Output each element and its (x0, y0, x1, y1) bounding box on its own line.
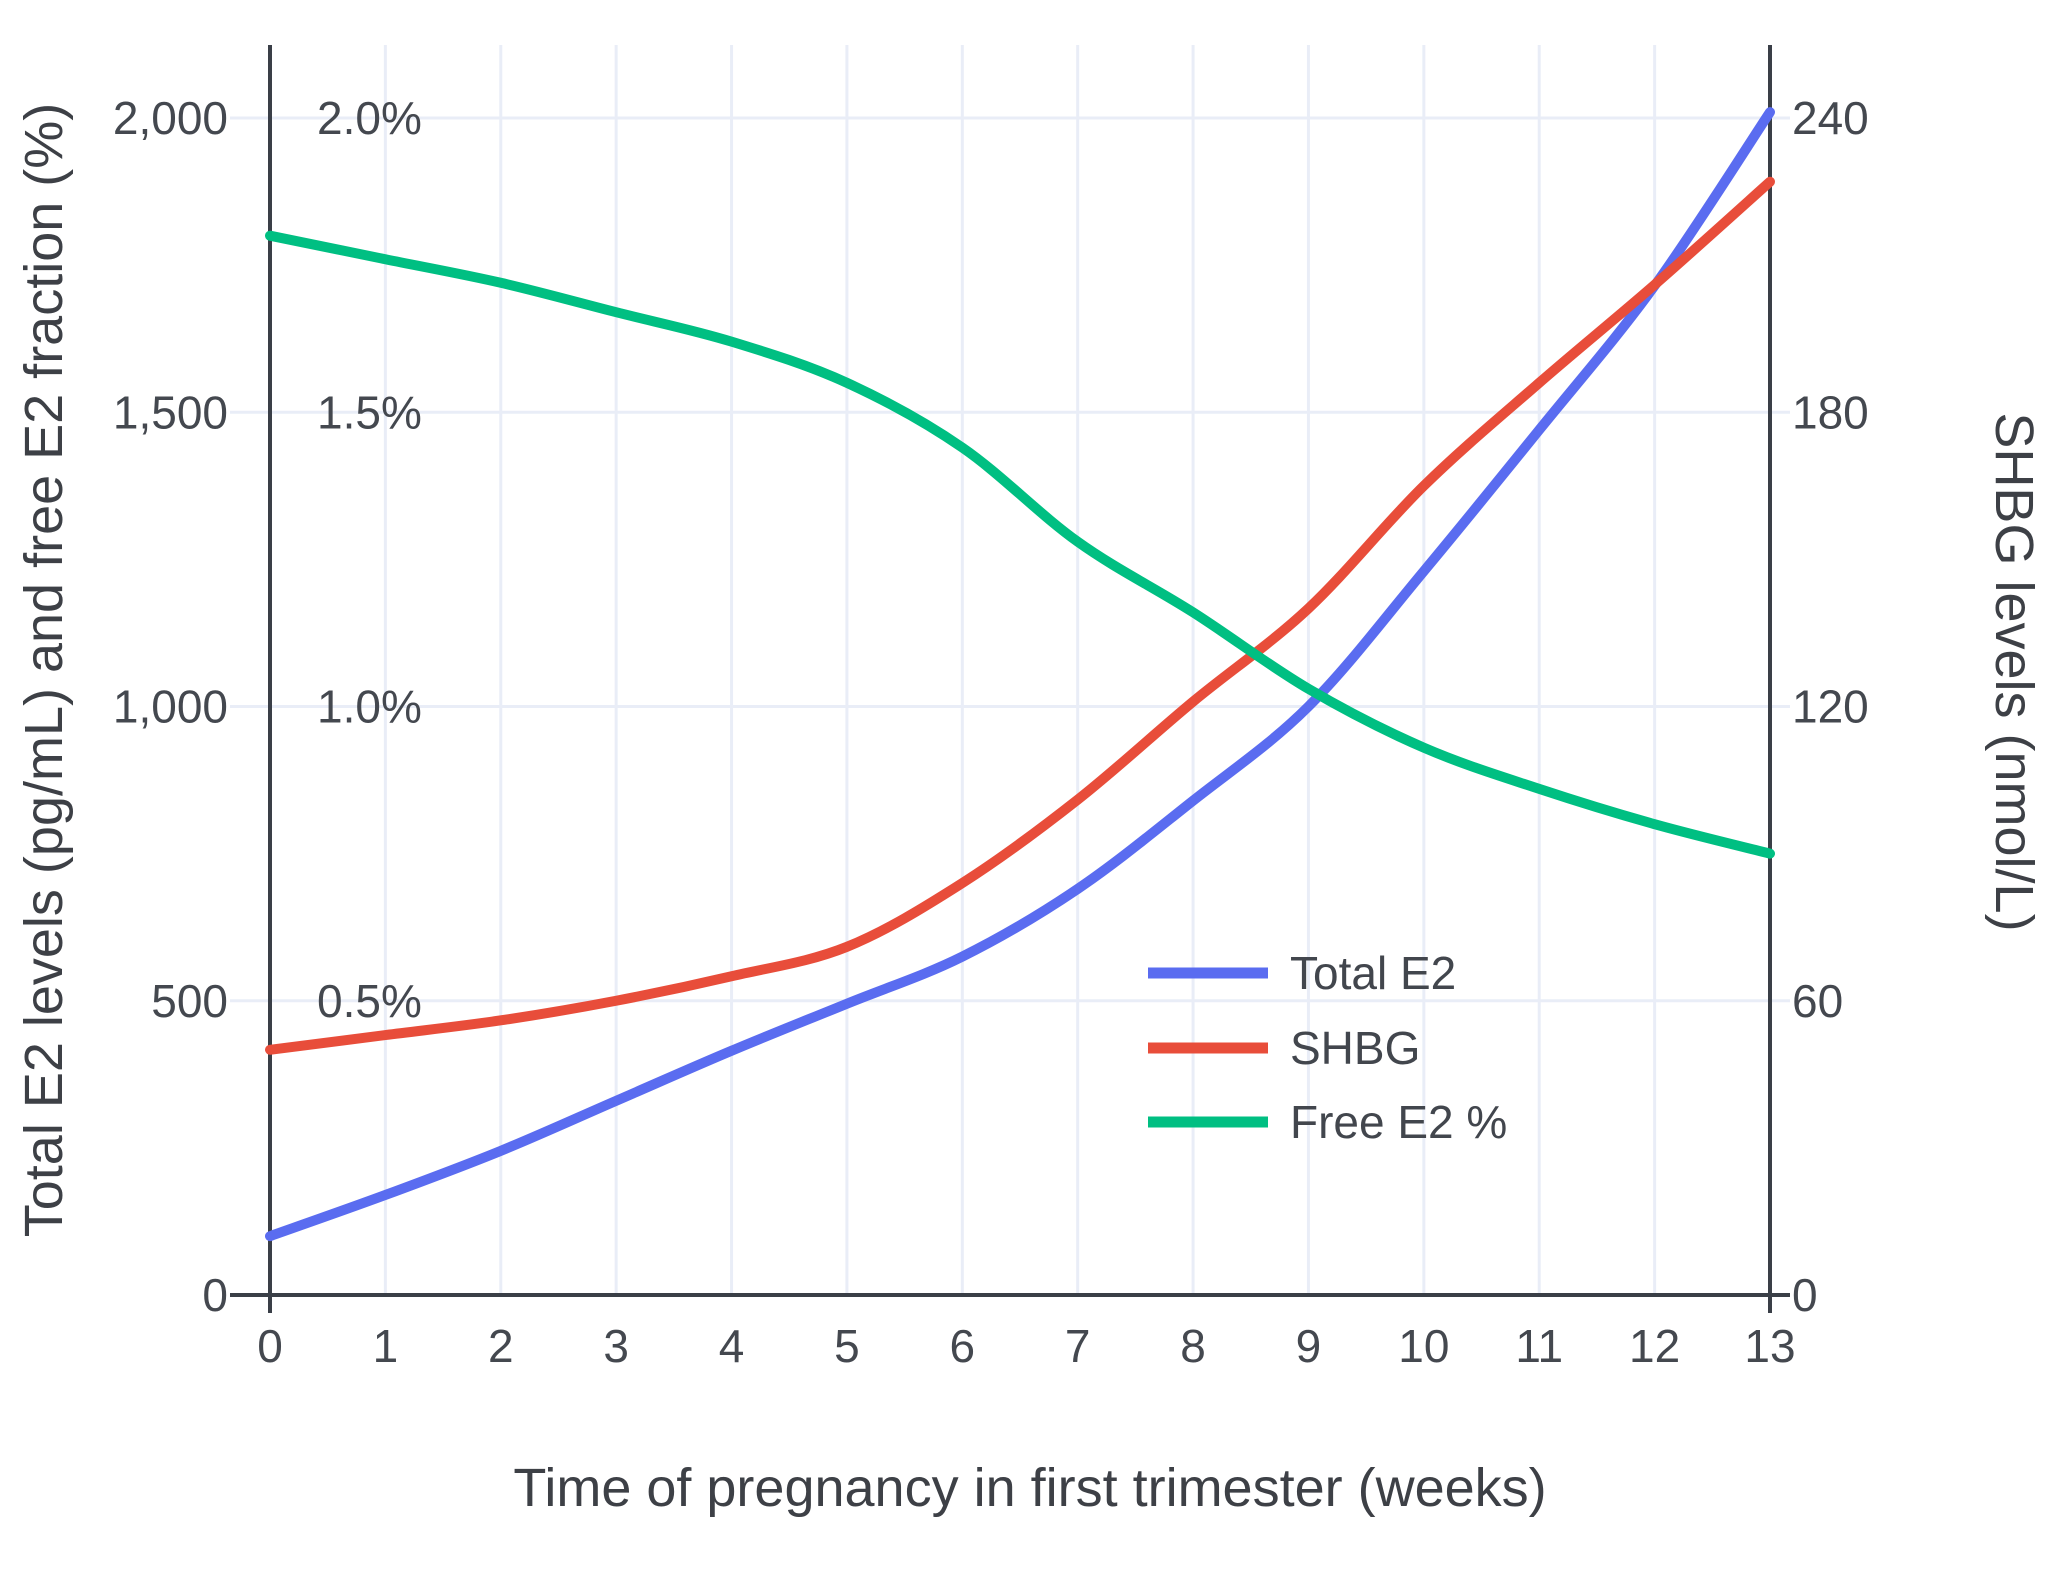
x-axis-tick-label: 6 (950, 1320, 976, 1372)
legend-label-shbg: SHBG (1290, 1022, 1420, 1074)
gridlines (230, 45, 1790, 1295)
y-axis-tick-label-right: 60 (1792, 975, 1843, 1027)
x-axis-tick-label: 4 (719, 1320, 745, 1372)
y-axis-tick-label-left: 1,000 (113, 681, 228, 733)
y-axis-tick-label-left: 2,000 (113, 92, 228, 144)
x-axis-tick-label: 7 (1065, 1320, 1091, 1372)
axes (230, 45, 1790, 1313)
legend-item-free-e2: Free E2 % (1148, 1096, 1507, 1148)
y-axis-tick-label-right: 180 (1792, 386, 1869, 438)
y-axis-tick-label-left: 0 (202, 1269, 228, 1321)
y-axis-tick-label-left: 500 (151, 975, 228, 1027)
x-axis-tick-label: 0 (257, 1320, 283, 1372)
x-axis-tick-label: 2 (488, 1320, 514, 1372)
legend: Total E2 SHBG Free E2 % (1148, 947, 1507, 1148)
x-axis-title: Time of pregnancy in first trimester (we… (513, 1458, 1546, 1518)
x-axis-tick-label: 1 (373, 1320, 399, 1372)
x-axis-tick-label: 12 (1629, 1320, 1680, 1372)
percent-tick-label: 2.0% (317, 92, 422, 144)
x-axis-tick-label: 5 (834, 1320, 860, 1372)
legend-item-total-e2: Total E2 (1148, 947, 1456, 999)
y-axis-title-left: Total E2 levels (pg/mL) and free E2 frac… (14, 103, 74, 1238)
y-axis-title-right: SHBG levels (nmol/L) (1984, 412, 2044, 931)
x-axis-tick-label: 3 (603, 1320, 629, 1372)
series-line-free-e2 (265, 230, 1775, 859)
series-line-total-e2 (265, 107, 1775, 1242)
legend-label-free-e2: Free E2 % (1290, 1096, 1507, 1148)
percent-tick-label: 0.5% (317, 975, 422, 1027)
x-axis-tick-label: 10 (1398, 1320, 1449, 1372)
x-axis-tick-label: 13 (1744, 1320, 1795, 1372)
percent-tick-label: 1.0% (317, 681, 422, 733)
series-lines (265, 107, 1775, 1242)
percent-tick-label: 1.5% (317, 386, 422, 438)
x-axis-tick-label: 8 (1180, 1320, 1206, 1372)
legend-label-total-e2: Total E2 (1290, 947, 1456, 999)
y-axis-tick-label-right: 240 (1792, 92, 1869, 144)
x-axis-tick-label: 9 (1296, 1320, 1322, 1372)
y-axis-tick-label-right: 0 (1792, 1269, 1818, 1321)
y-axis-tick-label-right: 120 (1792, 681, 1869, 733)
legend-item-shbg: SHBG (1148, 1022, 1420, 1074)
x-axis-tick-label: 11 (1515, 1320, 1563, 1372)
y-axis-tick-label-left: 1,500 (113, 386, 228, 438)
tick-labels: 05001,0001,5002,0000.5%1.0%1.5%2.0%06012… (113, 92, 1869, 1372)
series-line-shbg (265, 176, 1775, 1055)
